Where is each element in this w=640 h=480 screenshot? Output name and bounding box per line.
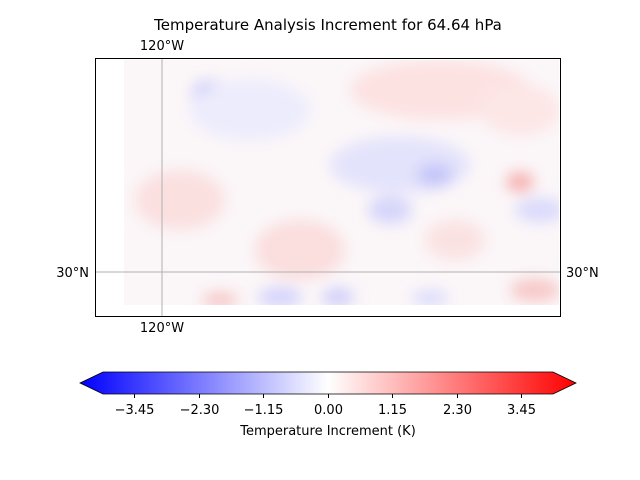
lat-label-right: 30°N: [566, 266, 599, 281]
colorbar-tick-label: −1.15: [244, 403, 284, 418]
map-frame: [95, 58, 561, 317]
colorbar-tick-label: 0.00: [314, 403, 343, 418]
lon-label-bottom: 120°W: [140, 321, 184, 336]
colorbar-tick-label: 2.30: [443, 403, 472, 418]
lon-label-top: 120°W: [140, 39, 184, 54]
lat-label-left: 30°N: [56, 266, 89, 281]
colorbar-body: [79, 371, 577, 395]
colorbar: −3.45 −2.30 −1.15 0.00 1.15 2.30 3.45 Te…: [79, 371, 577, 439]
increment-field: [124, 60, 559, 305]
colorbar-ticks: −3.45 −2.30 −1.15 0.00 1.15 2.30 3.45: [115, 394, 536, 418]
colorbar-tick-label: −3.45: [115, 403, 155, 418]
plot-title: Temperature Analysis Increment for 64.64…: [153, 16, 502, 34]
colorbar-tick-label: 3.45: [507, 403, 536, 418]
colorbar-label: Temperature Increment (K): [239, 424, 416, 439]
colorbar-tick-label: −2.30: [180, 403, 220, 418]
colorbar-tick-label: 1.15: [378, 403, 407, 418]
